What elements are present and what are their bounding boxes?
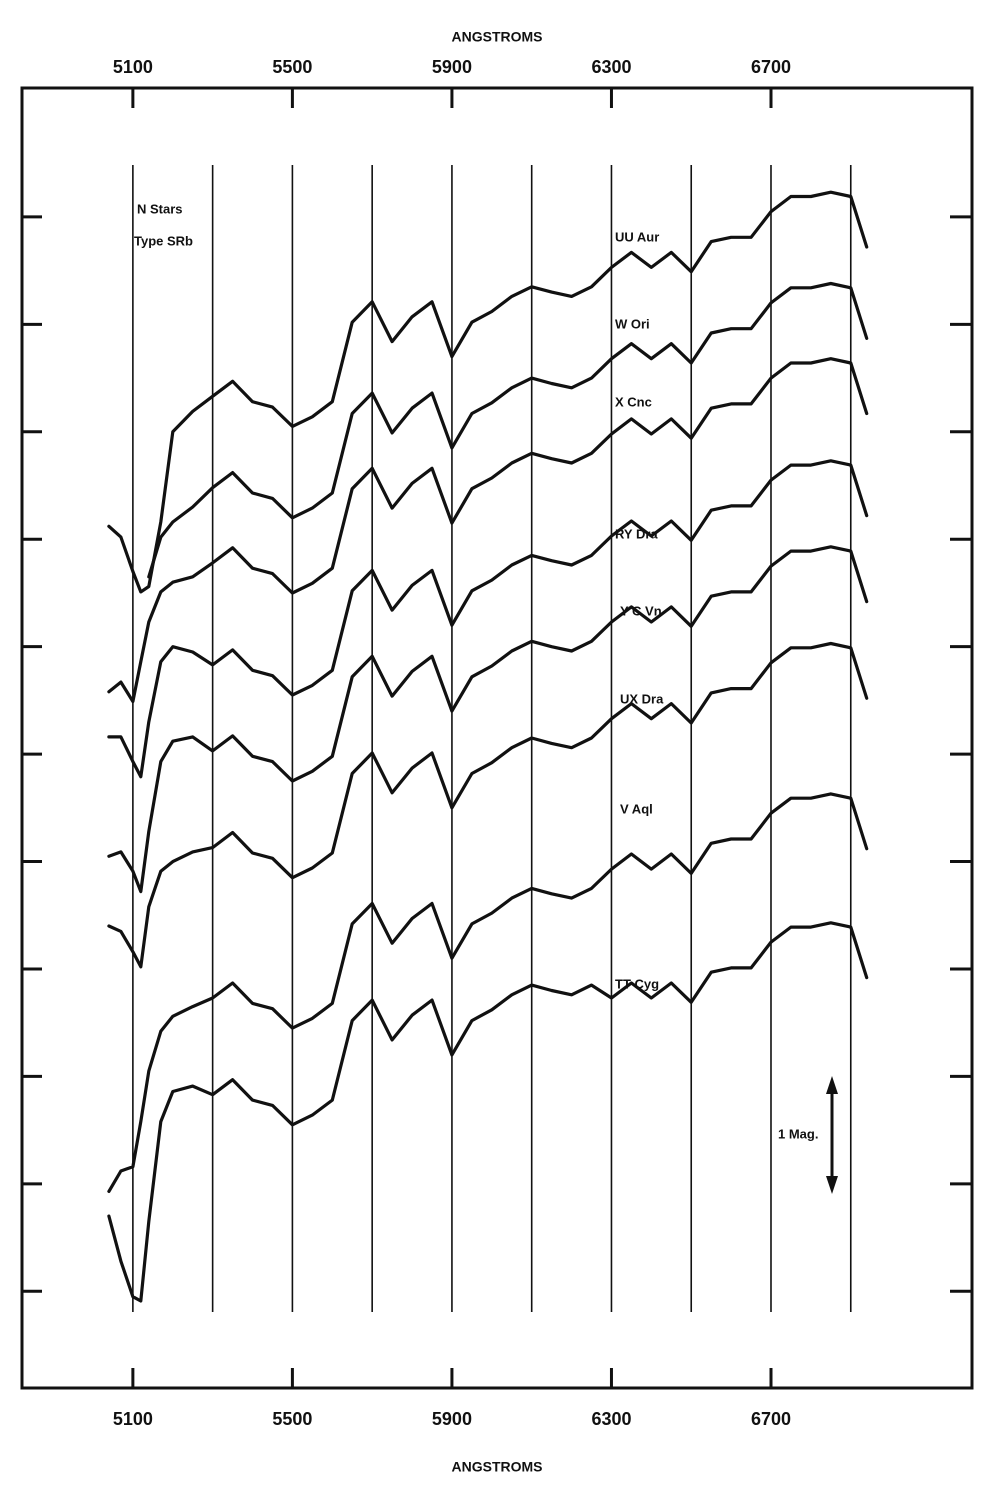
x-axis-title: ANGSTROMS xyxy=(452,1459,543,1475)
spectrum-line xyxy=(107,921,869,1303)
series-label: V Aql xyxy=(620,801,653,816)
x-tick-label: 5100 xyxy=(113,1409,153,1429)
x-tick-label-top: 5900 xyxy=(432,57,472,77)
spectrum-line xyxy=(107,545,869,894)
series-label: RY Dra xyxy=(615,526,658,541)
spectrum-line xyxy=(107,641,869,969)
x-tick-label: 6300 xyxy=(591,1409,631,1429)
series-label: Y C Vn xyxy=(620,603,662,618)
spectrum-line xyxy=(147,281,869,579)
annotation: 1 Mag. xyxy=(778,1126,818,1141)
spectrum-line xyxy=(107,357,869,704)
x-tick-label-top: 5500 xyxy=(272,57,312,77)
annotation: Type SRb xyxy=(134,233,193,248)
annotation: N Stars xyxy=(137,201,183,216)
spectrum-line xyxy=(107,792,869,1193)
x-tick-label: 5900 xyxy=(432,1409,472,1429)
plot-frame xyxy=(20,86,974,1390)
x-tick-label: 6700 xyxy=(751,1409,791,1429)
spectrum-line xyxy=(107,459,869,779)
series-label: UU Aur xyxy=(615,229,659,244)
x-axis-title-top: ANGSTROMS xyxy=(452,29,543,45)
series-label: UX Dra xyxy=(620,691,664,706)
spectrum-line xyxy=(107,190,869,594)
x-tick-label-top: 6300 xyxy=(591,57,631,77)
x-tick-label: 5500 xyxy=(272,1409,312,1429)
x-tick-label-top: 6700 xyxy=(751,57,791,77)
series-label: X Cnc xyxy=(615,394,652,409)
scale-arrow xyxy=(826,1076,838,1194)
series-label: W Ori xyxy=(615,316,650,331)
x-tick-label-top: 5100 xyxy=(113,57,153,77)
series-label: TT Cyg xyxy=(615,976,659,991)
